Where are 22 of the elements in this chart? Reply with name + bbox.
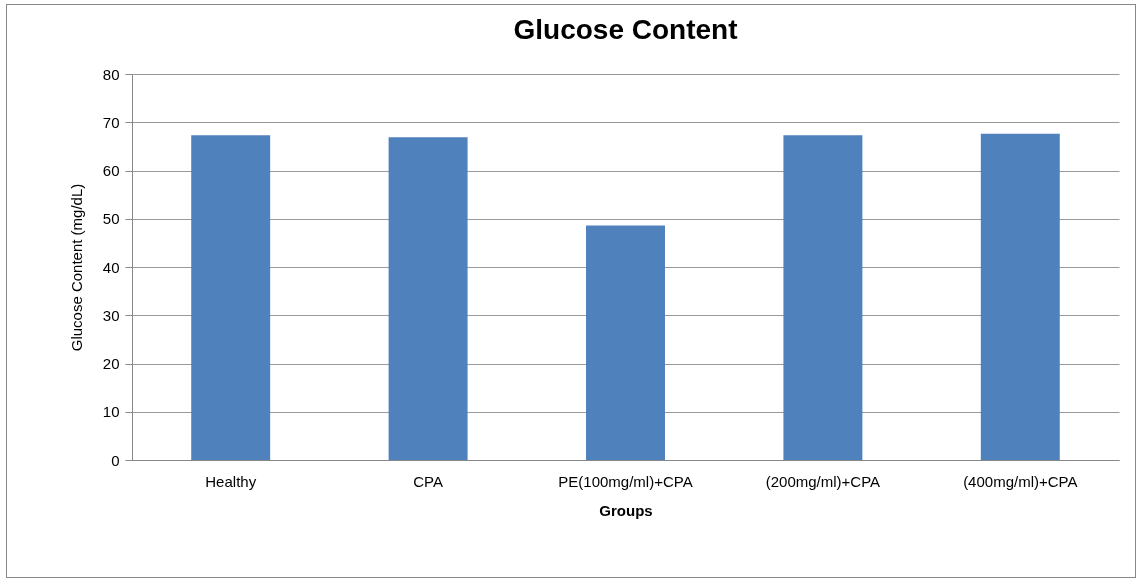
- y-tick-label: 10: [102, 403, 120, 421]
- x-tick-label: (400mg/ml)+CPA: [963, 472, 1078, 490]
- y-tick-label: 50: [102, 210, 120, 228]
- x-tick-label: PE(100mg/ml)+CPA: [558, 472, 693, 490]
- bar: [980, 133, 1060, 460]
- bar: [783, 135, 863, 460]
- chart-title: Glucose Content: [513, 14, 738, 45]
- y-tick-label: 40: [102, 258, 120, 276]
- x-tick-label: Healthy: [205, 472, 257, 490]
- x-tick-label: CPA: [413, 472, 443, 490]
- bar: [191, 135, 271, 460]
- bar: [586, 225, 665, 460]
- y-tick-label: 70: [102, 113, 120, 131]
- y-tick-label: 60: [102, 162, 120, 179]
- bar: [388, 137, 468, 460]
- x-tick-label: (200mg/ml)+CPA: [765, 472, 881, 490]
- y-axis-title: Glucose Content (mg/dL): [67, 183, 85, 352]
- y-tick-label: 80: [102, 65, 120, 83]
- y-tick-label: 0: [111, 451, 120, 469]
- y-tick-label: 20: [102, 355, 120, 372]
- y-tick-label: 30: [102, 306, 120, 324]
- x-axis-title: Groups: [599, 501, 653, 519]
